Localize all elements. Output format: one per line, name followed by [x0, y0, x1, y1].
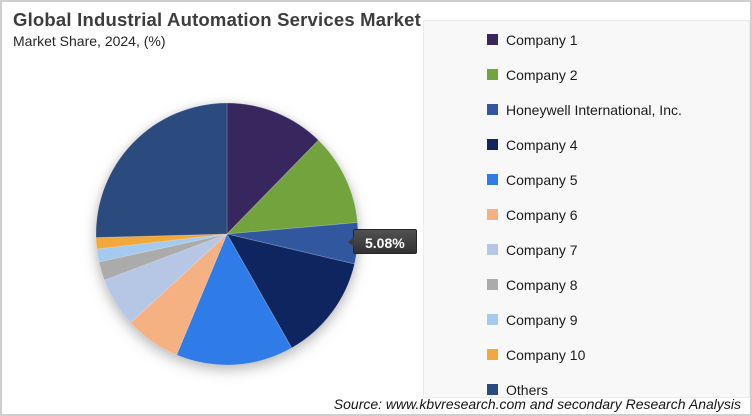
- legend-item: Company 7: [423, 232, 750, 267]
- legend-panel-background: [423, 20, 750, 398]
- legend-label: Company 5: [506, 171, 578, 188]
- source-attribution: Source: www.kbvresearch.com and secondar…: [333, 396, 741, 412]
- pie-slice-6[interactable]: [130, 233, 228, 356]
- legend-label: Company 7: [506, 241, 578, 258]
- pie-slice-11[interactable]: [95, 102, 228, 238]
- legend-label: Company 10: [506, 346, 586, 363]
- legend-label: Company 1: [506, 31, 578, 48]
- legend-label: Others: [506, 381, 549, 398]
- legend-item: Company 10: [423, 337, 750, 372]
- pie-slice-7[interactable]: [103, 233, 228, 324]
- legend-item: Company 9: [423, 302, 750, 337]
- pie-slice-5[interactable]: [176, 233, 293, 366]
- legend-item: Company 8: [423, 267, 750, 302]
- legend-swatch-icon: [487, 174, 498, 185]
- legend-item: Company 4: [423, 127, 750, 162]
- data-label-value: 5.08%: [365, 235, 405, 251]
- pie-slice-10[interactable]: [95, 233, 228, 250]
- legend-swatch-icon: [487, 314, 498, 325]
- legend-item: Company 5: [423, 162, 750, 197]
- legend-label: Company 9: [506, 311, 578, 328]
- legend-swatch-icon: [487, 384, 498, 395]
- legend-label: Company 2: [506, 66, 578, 83]
- legend-item: Company 1: [423, 22, 750, 57]
- legend-item: Company 6: [423, 197, 750, 232]
- legend-swatch-icon: [487, 104, 498, 115]
- data-label-callout: 5.08%: [348, 229, 417, 254]
- legend-swatch-icon: [487, 69, 498, 80]
- legend-item: Company 2: [423, 57, 750, 92]
- page-title: Global Industrial Automation Services Ma…: [13, 9, 422, 30]
- legend-swatch-icon: [487, 209, 498, 220]
- legend: Company 1 Company 2 Honeywell Internationa…: [423, 22, 750, 407]
- legend-label: Company 4: [506, 136, 578, 153]
- legend-label: Honeywell International, Inc.: [506, 101, 682, 118]
- pie-slice-2[interactable]: [226, 139, 358, 235]
- legend-item: Honeywell International, Inc.: [423, 92, 750, 127]
- legend-item: Others: [423, 372, 750, 407]
- callout-pointer-icon: [348, 237, 354, 247]
- legend-swatch-icon: [487, 279, 498, 290]
- legend-label: Company 6: [506, 206, 578, 223]
- legend-swatch-icon: [487, 34, 498, 45]
- legend-label: Company 8: [506, 276, 578, 293]
- page-subtitle: Market Share, 2024, (%): [13, 33, 166, 49]
- pie-slice-9[interactable]: [96, 233, 228, 263]
- pie-slice-4[interactable]: [226, 233, 355, 349]
- pie-slice-8[interactable]: [98, 233, 228, 281]
- pie-slice-1[interactable]: [226, 102, 319, 235]
- legend-swatch-icon: [487, 139, 498, 150]
- legend-swatch-icon: [487, 244, 498, 255]
- legend-swatch-icon: [487, 349, 498, 360]
